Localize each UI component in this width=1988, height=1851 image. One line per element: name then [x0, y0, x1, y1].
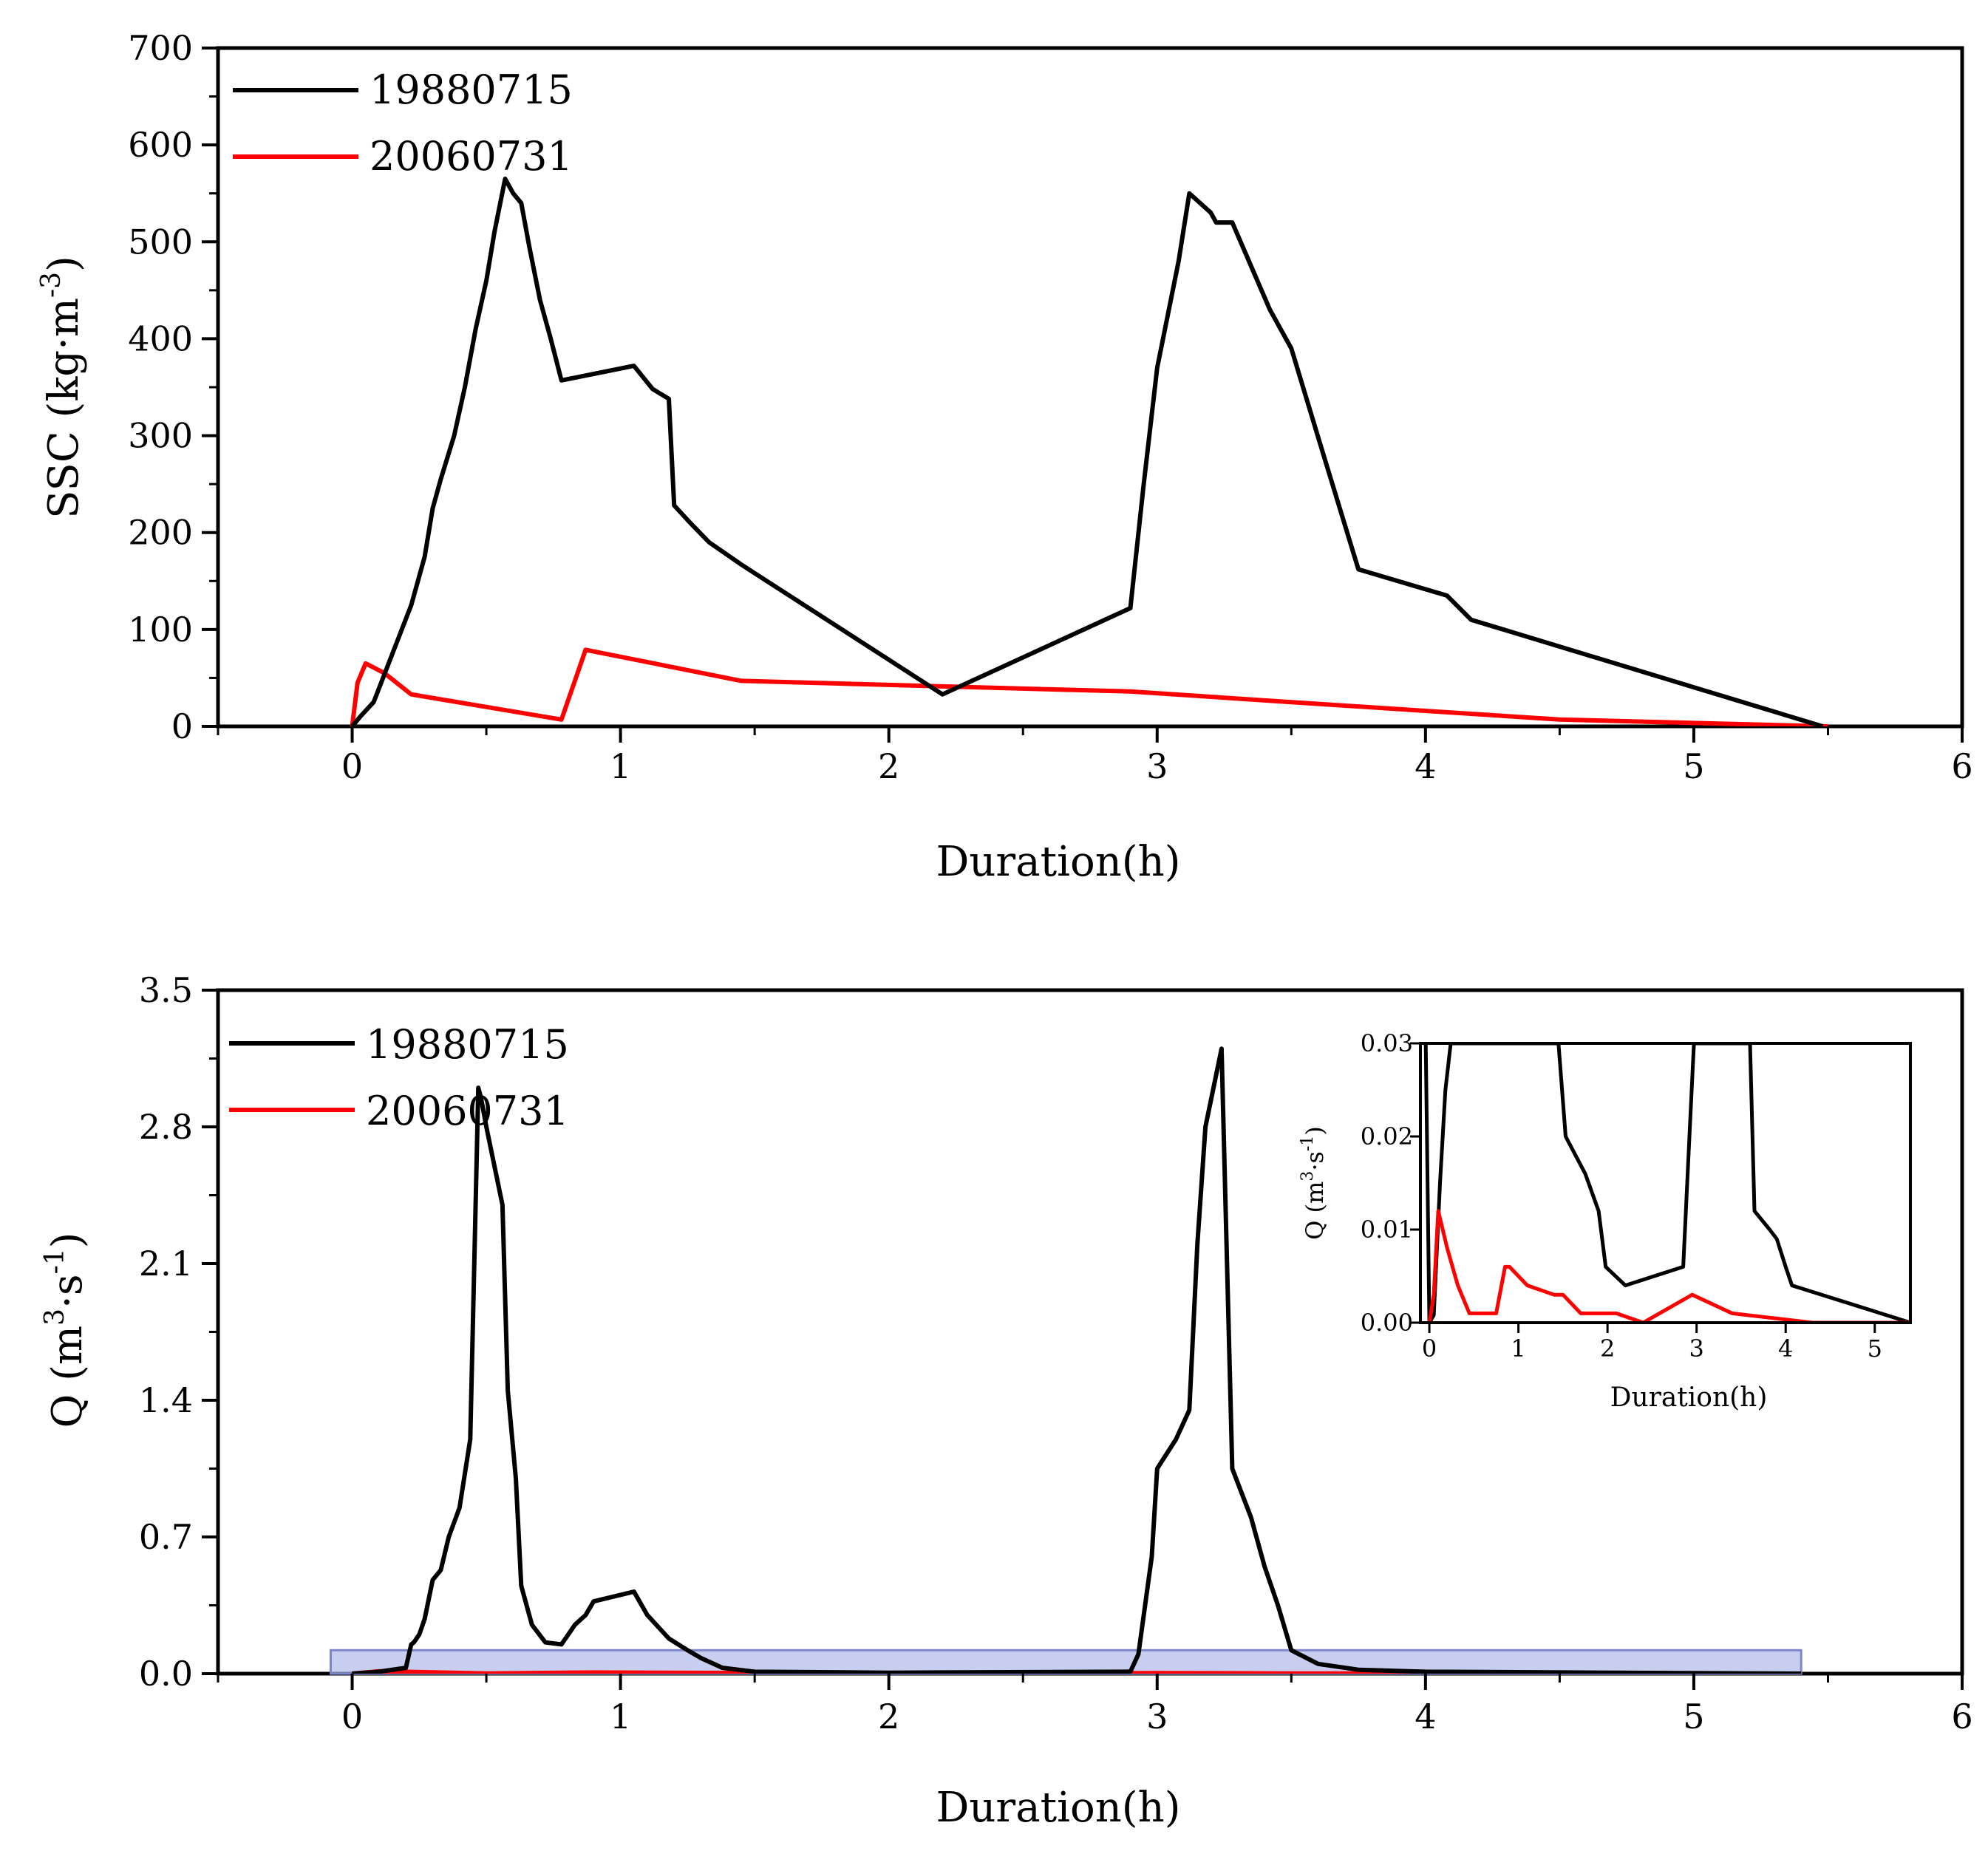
ssc-x-tick-label: 1 [610, 746, 631, 786]
q-y-label-main: Q (m [44, 1326, 92, 1428]
ssc-x-tick-label: 3 [1146, 746, 1168, 786]
inset-y-label-end: ) [1301, 1126, 1329, 1135]
q-ticks: 0 1 2 3 4 5 6 0.0 0.7 1.4 2.1 2.8 3.5 [139, 970, 1973, 1736]
q-y-tick-label: 1.4 [139, 1380, 193, 1420]
inset-y-tick-label: 0.03 [1361, 1029, 1413, 1057]
ssc-y-tick-label: 100 [128, 610, 193, 650]
inset-y-tick-label: 0.00 [1361, 1309, 1413, 1337]
inset-plot-frame [1419, 1042, 1912, 1324]
ssc-y-tick-label: 300 [128, 416, 193, 456]
q-y-tick-label: 3.5 [139, 970, 193, 1010]
q-y-label-sup1: 3 [40, 1309, 70, 1326]
inset-y-tick-label: 0.02 [1361, 1122, 1413, 1151]
ssc-series-line-19880715 [350, 177, 1824, 726]
q-x-tick-label: 1 [610, 1697, 631, 1736]
inset-background [1420, 1043, 1910, 1323]
inset-x-axis-label: Duration(h) [1610, 1383, 1768, 1413]
ssc-x-tick-label: 0 [341, 746, 363, 786]
ssc-y-tick-label: 700 [128, 28, 193, 68]
ssc-y-tick-label: 500 [128, 222, 193, 262]
q-x-tick-label: 3 [1146, 1697, 1168, 1736]
q-y-label-end: ) [44, 1232, 92, 1248]
q-y-tick-label: 0.7 [139, 1517, 193, 1557]
q-x-tick-label: 6 [1951, 1697, 1972, 1736]
ssc-y-tick-label: 600 [128, 125, 193, 165]
q-x-tick-label: 0 [341, 1697, 363, 1736]
q-legend-label-1988: 19880715 [366, 1021, 569, 1068]
ssc-y-label-end: ) [40, 256, 88, 272]
ssc-legend-label-1988: 19880715 [370, 67, 573, 113]
q-x-tick-label: 4 [1415, 1697, 1436, 1736]
inset-series-line-20060731 [1427, 1209, 1910, 1323]
inset-y-label-mid: ·s [1301, 1151, 1329, 1171]
inset-x-tick-label: 4 [1778, 1334, 1793, 1363]
q-legend: 19880715 20060731 [229, 1021, 569, 1134]
ssc-y-label-main: SSC (kg·m [40, 298, 88, 519]
q-y-axis-label: Q (m3·s-1) [40, 1232, 92, 1428]
q-x-axis-label: Duration(h) [936, 1784, 1180, 1832]
ssc-series [350, 177, 1828, 726]
q-y-tick-label: 0.0 [139, 1654, 193, 1694]
ssc-y-tick-label: 200 [128, 513, 193, 553]
inset-series [1423, 1043, 1910, 1323]
q-x-tick-label: 5 [1683, 1697, 1704, 1736]
ssc-y-tick-label: 0 [171, 706, 193, 746]
inset-y-tick-label: 0.01 [1361, 1216, 1413, 1244]
inset-x-tick-label: 5 [1868, 1334, 1882, 1363]
q-chart: 0 1 2 3 4 5 60.00.71.42.12.83.5 Q (m3·s-1) Dur… [40, 970, 1973, 1832]
ssc-y-label-sup: -3 [36, 272, 67, 298]
q-y-tick-label: 2.8 [139, 1107, 193, 1147]
ssc-legend: 19880715 20060731 [233, 67, 573, 180]
inset-x-tick-label: 1 [1511, 1334, 1525, 1363]
inset-y-label-sup2: -1 [1298, 1136, 1317, 1151]
q-y-label-mid: ·s [44, 1274, 92, 1309]
inset-y-label-main: Q (m [1301, 1182, 1329, 1240]
q-zoom-highlight-region [329, 1649, 1803, 1675]
q-series [352, 1046, 1802, 1674]
ssc-legend-label-2006: 20060731 [370, 133, 573, 180]
ssc-chart: 0 1 2 3 4 5 6 0 100 200 300 400 500 600 700 SSC (kg·m-… [36, 28, 1973, 886]
ssc-x-axis-label: Duration(h) [936, 838, 1180, 886]
inset-ticks: 0 1 2 3 4 5 0.00 0.01 0.02 0.03 [1361, 1029, 1882, 1363]
inset-x-tick-label: 0 [1422, 1334, 1437, 1363]
q-legend-label-2006: 20060731 [366, 1088, 569, 1134]
inset-y-axis-label: Q (m3·s-1) [1298, 1126, 1329, 1240]
inset-x-tick-label: 2 [1600, 1334, 1615, 1363]
q-y-tick-label: 2.1 [139, 1244, 193, 1284]
inset-x-tick-label: 3 [1689, 1334, 1704, 1363]
q-series-line-19880715 [352, 1046, 1802, 1674]
inset-y-label-sup1: 3 [1298, 1171, 1317, 1182]
ssc-x-tick-label: 6 [1951, 746, 1972, 786]
ssc-x-tick-label: 4 [1415, 746, 1436, 786]
q-x-tick-label: 2 [878, 1697, 899, 1736]
ssc-y-axis-label: SSC (kg·m-3) [36, 256, 88, 519]
ssc-ticks: 0 1 2 3 4 5 6 0 100 200 300 400 500 600 700 [128, 28, 1972, 786]
ssc-series-line-20060731 [350, 647, 1828, 726]
ssc-x-tick-label: 5 [1683, 746, 1704, 786]
ssc-x-tick-label: 2 [878, 746, 899, 786]
q-inset-chart: 0 1 2 3 4 50.000.010.020.03 Q (m3·s-1) Durati… [1298, 1029, 1912, 1413]
inset-series-line-19880715 [1423, 1043, 1910, 1323]
ssc-y-tick-label: 400 [128, 318, 193, 358]
q-y-label-sup2: -1 [40, 1248, 70, 1274]
